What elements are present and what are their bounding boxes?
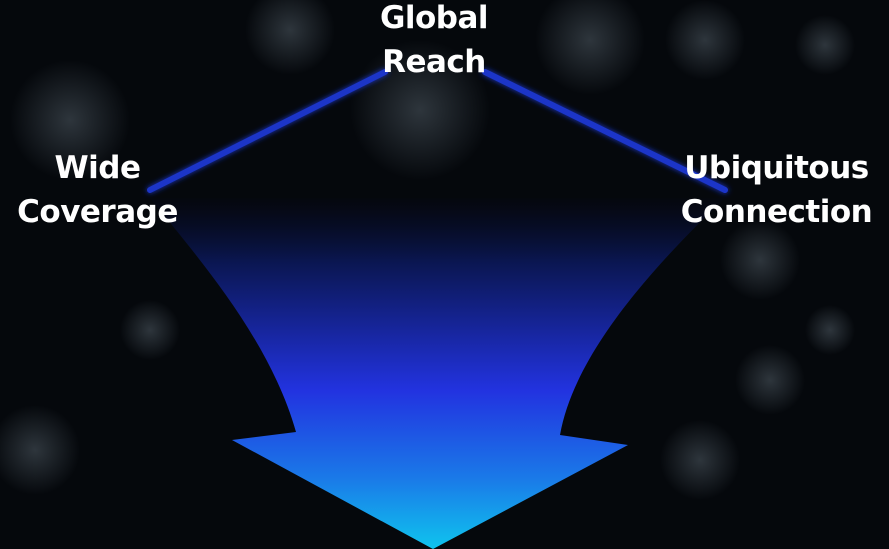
down-arrow [150,198,725,549]
node-label-ubiquitous-connection: Ubiquitous Connection [664,146,889,234]
node-label-line: Global [379,0,489,36]
triangle-edge-right [482,69,728,193]
triangle [145,69,730,201]
node-label-line: Connection [680,194,873,230]
node-label-line: Reach [382,44,486,80]
triangle-edge-left [147,69,388,193]
node-label-global-reach: Global Reach [334,0,534,84]
node-label-line: Ubiquitous [684,150,869,186]
bokeh-background [0,0,855,500]
node-label-wide-coverage: Wide Coverage [0,146,195,234]
node-label-line: Wide [54,150,141,186]
node-label-line: Coverage [17,194,178,230]
